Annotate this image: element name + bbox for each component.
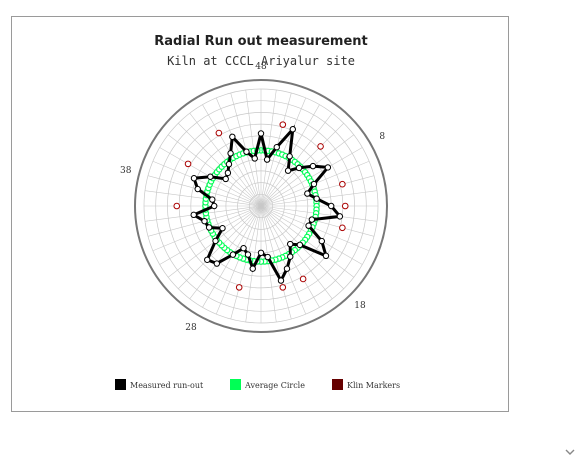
klin-marker-point bbox=[215, 129, 223, 137]
angle-tick-label: 28 bbox=[185, 323, 197, 333]
legend-label-markers: Klin Markers bbox=[347, 381, 400, 390]
measured-runout-point bbox=[227, 150, 234, 157]
legend-label-measured: Measured run-out bbox=[130, 381, 204, 390]
klin-marker-point bbox=[339, 180, 346, 188]
measured-runout-point bbox=[336, 213, 344, 220]
klin-marker-point bbox=[279, 284, 287, 291]
measured-runout-point bbox=[313, 195, 320, 202]
measured-runout-point bbox=[212, 237, 219, 245]
measured-runout-point bbox=[287, 253, 294, 260]
legend-item-average: Average Circle bbox=[230, 379, 305, 390]
measured-runout-point bbox=[304, 190, 311, 197]
measured-runout-point bbox=[201, 217, 208, 225]
legend-item-markers: Klin Markers bbox=[332, 379, 400, 390]
chart-title: Radial Run out measurement bbox=[154, 34, 367, 49]
klin-marker-point bbox=[279, 121, 287, 128]
measured-runout-point bbox=[328, 202, 335, 210]
measured-runout-series bbox=[190, 124, 344, 284]
measured-runout-point bbox=[240, 244, 247, 252]
measured-runout-point bbox=[283, 265, 291, 272]
legend-item-measured: Measured run-out bbox=[115, 379, 204, 390]
klin-marker-point bbox=[339, 224, 346, 232]
measured-runout-point bbox=[251, 155, 258, 162]
legend: Measured run-out Average Circle Klin Mar… bbox=[115, 379, 400, 390]
measured-runout-point bbox=[309, 162, 317, 170]
measured-runout-point bbox=[190, 175, 198, 182]
measured-runout-point bbox=[273, 144, 280, 151]
measured-runout-point bbox=[318, 237, 325, 245]
klin-markers-series bbox=[173, 121, 349, 291]
measured-runout-point bbox=[308, 216, 316, 223]
measured-runout-point bbox=[264, 253, 271, 261]
klin-marker-point bbox=[299, 275, 307, 283]
outer-ring bbox=[134, 79, 388, 333]
klin-marker-point bbox=[317, 143, 324, 150]
measured-runout-point bbox=[211, 202, 218, 210]
chart-panel: Radial Run out measurement Kiln at CCCL … bbox=[11, 16, 509, 412]
legend-swatch-average bbox=[230, 379, 241, 390]
measured-runout-point bbox=[324, 164, 332, 171]
measured-runout-point bbox=[287, 240, 294, 248]
measured-runout-point bbox=[296, 241, 304, 249]
measured-runout-point bbox=[205, 224, 213, 231]
measured-runout-point bbox=[243, 148, 250, 155]
measured-runout-point bbox=[190, 211, 197, 219]
chevron-down-icon[interactable] bbox=[563, 446, 577, 458]
measured-runout-point bbox=[277, 277, 285, 284]
measured-runout-point bbox=[209, 196, 216, 203]
radar-chart: Radial Run out measurement Kiln at CCCL … bbox=[115, 34, 400, 390]
klin-marker-point bbox=[235, 284, 243, 291]
measured-runout-point bbox=[229, 251, 237, 258]
measured-runout-point bbox=[284, 167, 292, 174]
measured-runout-point bbox=[289, 126, 296, 133]
angle-tick-label: 38 bbox=[120, 166, 132, 176]
measured-runout-point bbox=[295, 164, 303, 172]
chart-subtitle: Kiln at CCCL Ariyalur site bbox=[167, 54, 355, 68]
measured-runout-point bbox=[257, 130, 265, 137]
measured-runout-point bbox=[305, 222, 312, 229]
measured-runout-point bbox=[204, 256, 211, 263]
measured-runout-point bbox=[224, 169, 232, 177]
measured-runout-point bbox=[257, 249, 265, 257]
measured-runout-point bbox=[213, 260, 221, 267]
measured-runout-point bbox=[244, 251, 252, 258]
klin-marker-point bbox=[341, 202, 349, 210]
measured-runout-point bbox=[229, 133, 236, 141]
measured-runout-point bbox=[310, 180, 318, 188]
angle-tick-labels: 48 8 18 28 38 bbox=[120, 62, 385, 333]
measured-runout-point bbox=[263, 156, 271, 163]
polar-grid bbox=[134, 79, 388, 333]
angle-tick-label: 18 bbox=[354, 301, 366, 311]
measured-runout-point bbox=[225, 161, 233, 168]
page-scrollbar[interactable] bbox=[562, 0, 578, 473]
measured-runout-point bbox=[207, 173, 214, 180]
legend-swatch-markers bbox=[332, 379, 343, 390]
legend-label-average: Average Circle bbox=[244, 381, 305, 390]
measured-runout-point bbox=[286, 153, 293, 160]
legend-swatch-measured bbox=[115, 379, 126, 390]
measured-runout-point bbox=[219, 225, 226, 232]
measured-runout-point bbox=[249, 265, 256, 272]
klin-marker-point bbox=[184, 160, 192, 168]
measured-runout-point bbox=[222, 175, 229, 183]
klin-marker-point bbox=[173, 202, 181, 210]
angle-tick-label: 48 bbox=[255, 62, 267, 72]
measured-runout-point bbox=[194, 185, 201, 193]
measured-runout-point bbox=[322, 252, 330, 260]
angle-tick-label: 8 bbox=[379, 132, 385, 142]
